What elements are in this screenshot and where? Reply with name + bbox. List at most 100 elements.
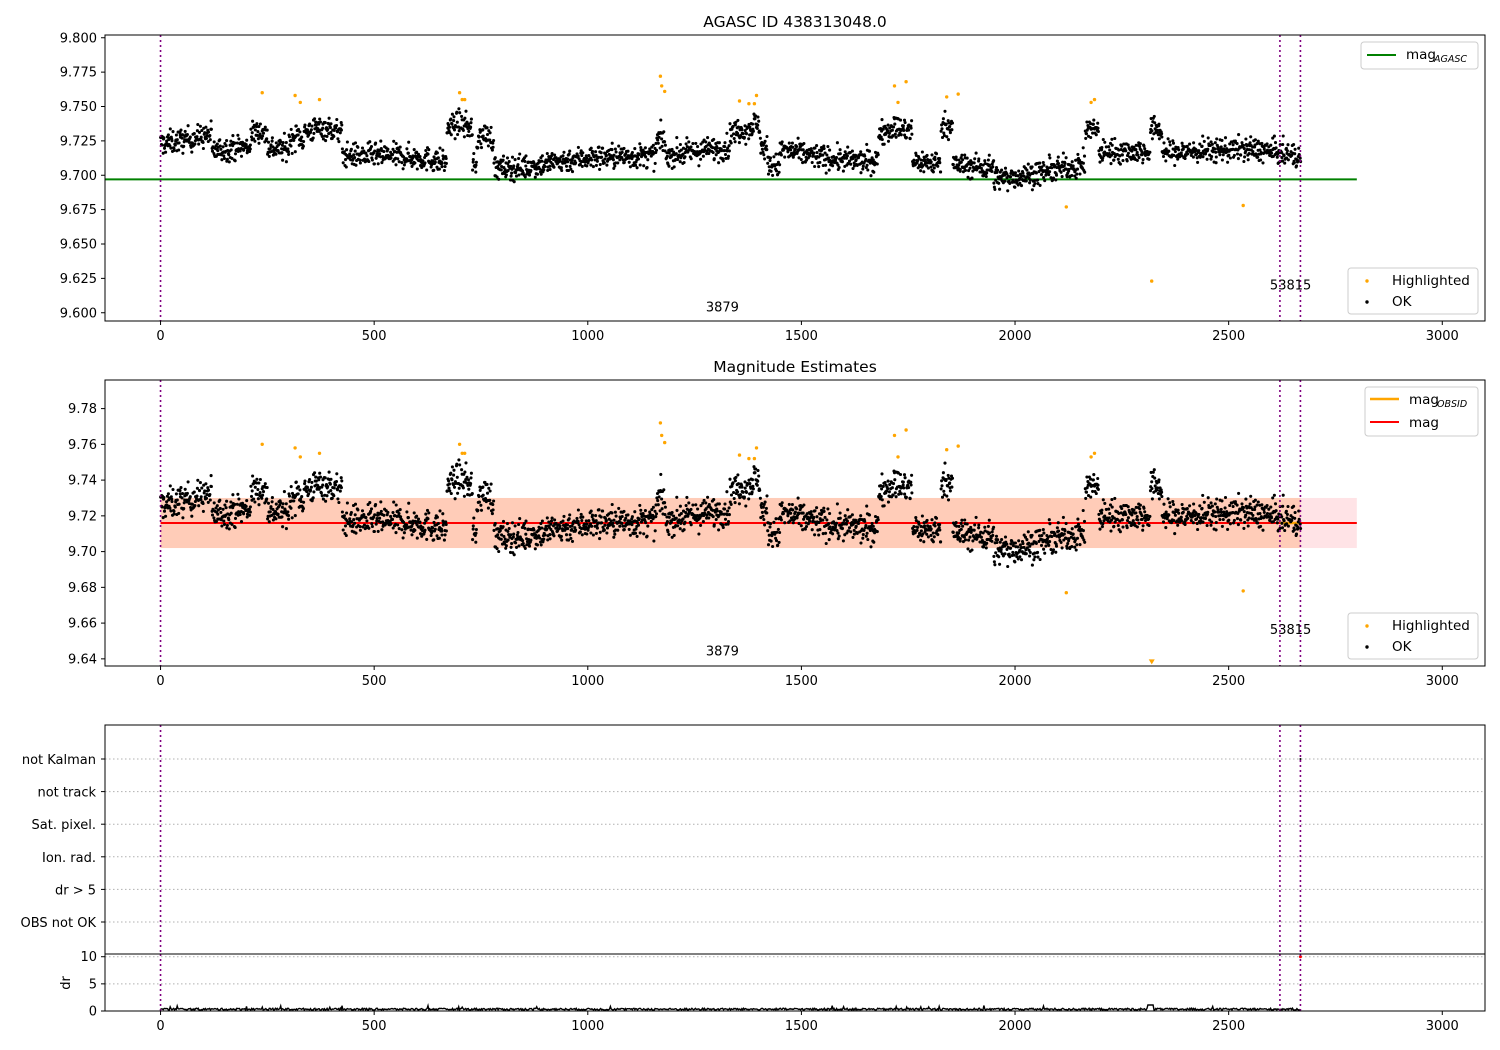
- agasc-ok-point: [568, 164, 572, 168]
- agasc-ok-point: [328, 126, 332, 130]
- agasc-ok-point: [227, 153, 231, 157]
- estimates-ok-point: [678, 527, 682, 531]
- agasc-ok-point: [479, 142, 483, 146]
- agasc-ok-point: [850, 149, 854, 153]
- agasc-ok-point: [766, 161, 770, 165]
- estimates-ok-point: [995, 540, 999, 545]
- estimates-ok-point: [425, 508, 430, 512]
- agasc-ok-point: [474, 160, 478, 164]
- estimates-ok-point: [969, 525, 973, 529]
- estimates-ok-point: [923, 524, 927, 528]
- estimates-ok-point: [1120, 518, 1124, 522]
- agasc-ok-point: [799, 157, 803, 162]
- agasc-ok-point: [423, 161, 427, 165]
- agasc-ok-point: [1044, 173, 1048, 177]
- estimates-ok-point: [302, 500, 306, 504]
- estimates-ok-point: [451, 483, 456, 487]
- estimates-ok-point: [269, 505, 273, 509]
- estimates-ok-point: [532, 528, 536, 532]
- estimates-ok-point: [886, 487, 890, 491]
- agasc-ok-point: [723, 141, 727, 145]
- agasc-ok-point: [994, 166, 999, 170]
- agasc-ok-point: [512, 180, 516, 184]
- agasc-ok-point: [222, 154, 226, 158]
- agasc-ok-point: [590, 149, 595, 153]
- estimates-ok-point: [848, 515, 852, 519]
- agasc-ok-point: [1110, 143, 1114, 147]
- agasc-x-tick-label: 2000: [998, 329, 1031, 344]
- estimates-ok-point: [410, 533, 414, 537]
- estimates-ok-point: [677, 518, 681, 522]
- estimates-ok-point: [1081, 508, 1085, 513]
- estimates-ok-point: [178, 489, 182, 493]
- estimates-ok-point: [290, 516, 294, 520]
- agasc-ok-point: [527, 173, 532, 177]
- estimates-ok-point: [390, 517, 395, 521]
- agasc-ok-point: [274, 152, 278, 156]
- agasc-ok-point: [1148, 150, 1152, 154]
- estimates-ok-point: [721, 525, 725, 530]
- agasc-ok-point: [636, 157, 641, 161]
- estimates-ok-point: [597, 521, 601, 525]
- estimates-ok-point: [879, 484, 883, 488]
- estimates-ok-point: [1076, 517, 1080, 521]
- estimates-ok-point: [1118, 519, 1122, 523]
- estimates-ok-point: [957, 524, 961, 528]
- estimates-ok-point: [809, 510, 813, 514]
- agasc-ok-point: [610, 141, 614, 145]
- agasc-ok-point: [1173, 163, 1177, 168]
- estimates-ok-point: [942, 489, 946, 493]
- agasc-ok-point: [595, 159, 599, 163]
- estimates-ok-point: [1003, 535, 1008, 539]
- agasc-ok-point: [781, 148, 785, 152]
- agasc-ok-point: [1000, 168, 1004, 172]
- agasc-ok-point: [174, 133, 178, 137]
- agasc-ok-point: [743, 128, 747, 133]
- estimates-ok-point: [477, 500, 481, 504]
- estimates-ok-point: [510, 521, 515, 525]
- estimates-ok-point: [1125, 518, 1130, 523]
- estimates-ok-point: [1100, 508, 1104, 512]
- agasc-ok-point: [670, 147, 674, 151]
- agasc-ok-point: [553, 153, 557, 157]
- estimates-ok-point: [681, 509, 686, 513]
- agasc-ok-point: [1070, 173, 1074, 178]
- agasc-ok-point: [1138, 142, 1142, 146]
- agasc-ok-point: [469, 125, 473, 129]
- estimates-ok-point: [916, 525, 920, 529]
- estimates-ok-point: [843, 514, 847, 518]
- estimates-ok-point: [415, 536, 419, 540]
- agasc-ok-point: [342, 150, 346, 154]
- estimates-ok-point: [455, 475, 459, 479]
- estimates-ok-point: [959, 527, 963, 531]
- estimates-ok-point: [595, 526, 599, 530]
- agasc-ok-point: [831, 164, 835, 168]
- estimates-ok-point: [597, 508, 601, 512]
- agasc-ok-point: [1195, 156, 1199, 160]
- estimates-ok-point: [545, 527, 549, 531]
- estimates-ok-point: [881, 484, 885, 488]
- agasc-ok-point: [699, 157, 703, 161]
- estimates-ok-point: [765, 494, 769, 498]
- estimates-ok-point: [166, 492, 170, 496]
- agasc-ok-point: [756, 115, 760, 119]
- estimates-ok-point: [946, 498, 951, 502]
- agasc-ok-point: [1120, 144, 1124, 148]
- estimates-ok-point: [457, 458, 461, 462]
- estimates-ok-point: [663, 501, 667, 505]
- agasc-ok-point: [600, 155, 604, 159]
- agasc-ok-point: [376, 162, 380, 166]
- estimates-ok-point: [271, 507, 275, 511]
- agasc-ok-point: [802, 141, 806, 146]
- estimates-ok-point: [922, 540, 926, 544]
- estimates-ok-point: [339, 476, 343, 480]
- estimates-ok-point: [335, 488, 340, 492]
- estimates-ok-point: [321, 483, 325, 487]
- agasc-ok-point: [980, 169, 984, 173]
- estimates-ok-point: [1129, 523, 1133, 528]
- agasc-ok-point: [922, 170, 926, 174]
- estimates-ok-point: [974, 515, 978, 519]
- agasc-ok-point: [204, 136, 209, 140]
- agasc-ok-point: [164, 150, 168, 154]
- estimates-ok-point: [961, 524, 965, 528]
